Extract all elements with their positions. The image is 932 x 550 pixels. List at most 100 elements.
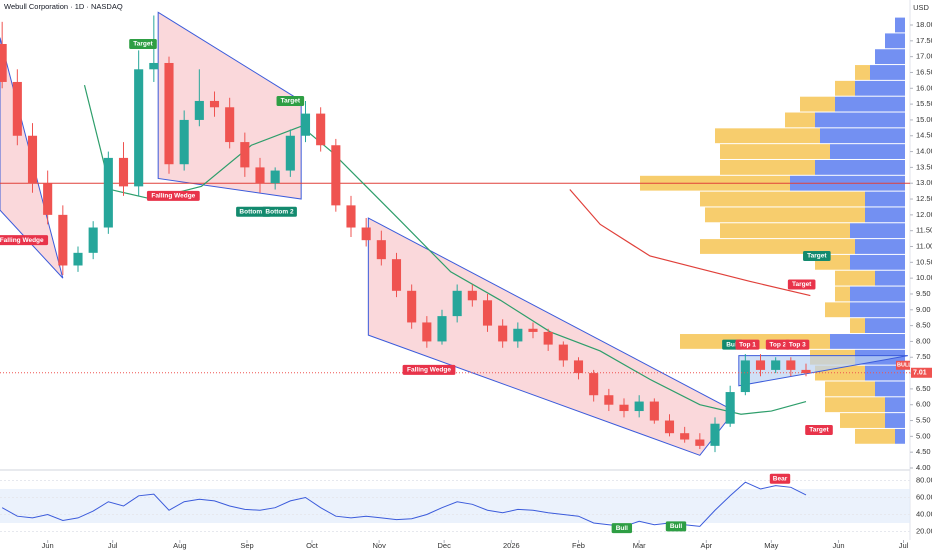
profile-up [875, 49, 905, 65]
candle-body [270, 170, 280, 184]
annotation-label: Bear [773, 476, 788, 483]
profile-up [885, 397, 905, 413]
candle-body [285, 135, 295, 171]
candle-body [543, 331, 553, 345]
x-tick-label: Jul [108, 541, 118, 550]
average-line [83, 84, 807, 415]
annotation-label: Top 1 [739, 341, 756, 348]
annotation-bg [787, 279, 816, 290]
profile-up [865, 191, 905, 207]
x-tick-label: Oct [306, 541, 319, 550]
profile-up [865, 318, 905, 334]
ticker-tag: BULL [897, 363, 912, 369]
candle-body [179, 119, 189, 165]
y-tick-label: 14.50 [916, 131, 932, 140]
rsi-tick-label: 20.00 [916, 526, 932, 535]
profile-down [700, 239, 855, 254]
x-tick-label: Sep [240, 541, 253, 550]
profile-down [700, 191, 865, 207]
candle-body [12, 81, 22, 136]
profile-up [850, 286, 905, 302]
candle-body [604, 395, 614, 405]
profile-up [850, 254, 905, 270]
candle-body [209, 100, 220, 108]
candle-body [437, 316, 447, 342]
profile-down [840, 413, 885, 428]
profile-up [870, 65, 905, 80]
candle-body [407, 290, 417, 323]
annotation-bg [146, 190, 200, 201]
annotation-bg [665, 521, 687, 532]
candle-body [316, 113, 326, 146]
profile-down [855, 428, 895, 444]
profile-down [825, 381, 875, 397]
y-tick-label: 14.00 [916, 147, 932, 156]
candle-body [58, 214, 68, 266]
x-tick-label: Nov [372, 541, 386, 550]
profile-up [875, 381, 905, 397]
y-tick-label: 17.50 [916, 36, 932, 45]
x-tick-label: Apr [700, 541, 712, 550]
candle-body [27, 135, 38, 184]
annotation-label: Target [807, 253, 827, 260]
candle-body [482, 300, 493, 326]
candle-body [634, 401, 644, 412]
profile-up [885, 33, 905, 49]
profile-down [835, 80, 855, 96]
profile-down [785, 112, 815, 128]
candle-body [725, 392, 735, 424]
y-tick-label: 9.50 [916, 289, 931, 298]
x-tick-label: Jun [832, 541, 844, 550]
candle-body [695, 439, 705, 446]
candle-body [346, 205, 356, 228]
profile-up [875, 270, 905, 286]
annotation-label: Bull [726, 341, 738, 348]
pattern [738, 355, 908, 387]
candle-body [664, 420, 675, 434]
candle-body [225, 107, 235, 143]
candle-body [255, 167, 265, 184]
x-tick-label: Feb [572, 541, 585, 550]
profile-down [850, 318, 865, 334]
profile-up [815, 112, 905, 128]
annotation-bg [803, 250, 831, 261]
profile-down [825, 397, 885, 413]
profile-up [835, 96, 905, 112]
candle-body [88, 227, 98, 253]
profile-down [825, 302, 850, 318]
annotation-label: Falling Wedge [151, 193, 195, 200]
candle-body [498, 325, 508, 342]
profile-down [855, 65, 870, 80]
annotation-bg [402, 364, 456, 375]
candle-body [391, 259, 402, 291]
profile-down [720, 223, 850, 239]
annotation-bg [129, 38, 157, 49]
annotation-label: Target [809, 427, 829, 434]
candle-body [558, 344, 568, 361]
y-tick-label: 6.50 [916, 384, 931, 393]
candle-body [801, 369, 811, 374]
candle-body [376, 240, 386, 260]
ticker-tag-bg [896, 360, 910, 370]
annotation-bg [769, 473, 791, 484]
candle-body [619, 404, 629, 412]
x-tick-label: 2026 [503, 541, 520, 550]
annotation-label: Bull [670, 523, 682, 530]
plot-layer: 4.004.505.005.506.006.507.007.508.008.50… [0, 11, 932, 550]
x-tick-label: May [764, 541, 778, 550]
y-tick-label: 12.50 [916, 194, 932, 203]
y-tick-label: 13.00 [916, 178, 932, 187]
profile-up [815, 159, 905, 175]
annotation-label: Target [281, 98, 301, 105]
candle-body [513, 328, 523, 342]
candle-body [680, 433, 690, 440]
candle-body [786, 360, 796, 370]
y-tick-label: 5.50 [916, 416, 931, 425]
y-tick-label: 6.00 [916, 400, 931, 409]
annotation-label: Target [133, 41, 153, 48]
annotation-bg [805, 425, 833, 436]
x-tick-label: Jun [42, 541, 54, 550]
profile-up [895, 428, 905, 444]
candle-body [528, 328, 538, 332]
